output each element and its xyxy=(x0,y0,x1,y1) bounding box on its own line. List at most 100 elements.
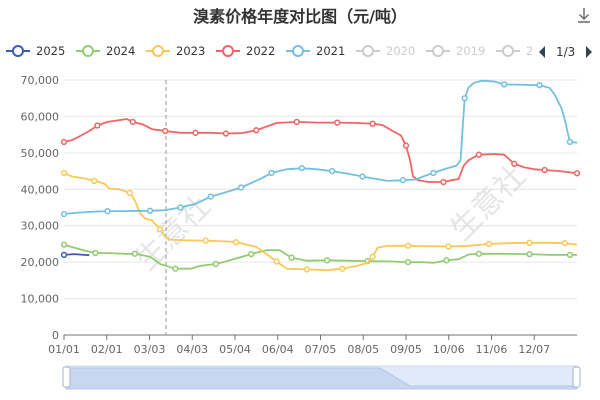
legend-marker xyxy=(152,45,164,57)
x-tick-label: 10/06 xyxy=(433,343,465,356)
data-point[interactable] xyxy=(461,95,468,102)
data-point[interactable] xyxy=(359,173,366,180)
data-point[interactable] xyxy=(561,240,569,247)
data-point[interactable] xyxy=(404,242,412,249)
data-point[interactable] xyxy=(222,130,230,137)
data-point[interactable] xyxy=(511,160,518,167)
legend-label: 2 xyxy=(526,44,533,58)
series-2023 xyxy=(60,169,578,273)
data-point[interactable] xyxy=(192,129,199,136)
data-point[interactable] xyxy=(156,226,164,233)
data-point[interactable] xyxy=(339,265,346,272)
download-icon[interactable] xyxy=(573,4,595,26)
legend-item-2023[interactable]: 2023 xyxy=(146,44,205,58)
legend-marker xyxy=(82,45,94,57)
data-point[interactable] xyxy=(369,253,376,260)
x-tick-label: 07/05 xyxy=(305,343,337,356)
data-point[interactable] xyxy=(500,81,508,88)
data-point[interactable] xyxy=(60,138,68,146)
data-point[interactable] xyxy=(526,239,533,246)
data-point[interactable] xyxy=(202,237,209,244)
data-point[interactable] xyxy=(131,250,138,257)
data-point[interactable] xyxy=(237,184,245,191)
chart-title: 溴素价格年度对比图（元/吨） xyxy=(193,7,407,26)
data-point[interactable] xyxy=(92,249,99,257)
data-point[interactable] xyxy=(172,265,179,272)
data-point[interactable] xyxy=(328,167,336,175)
x-tick-label: 12/07 xyxy=(518,343,550,356)
data-point[interactable] xyxy=(91,177,98,185)
data-point[interactable] xyxy=(369,120,376,127)
data-zoom-selection xyxy=(66,366,577,389)
data-point[interactable] xyxy=(268,169,275,177)
data-point[interactable] xyxy=(475,151,483,158)
x-tick-label: 09/05 xyxy=(390,343,422,356)
data-point[interactable] xyxy=(60,169,68,177)
data-point[interactable] xyxy=(146,207,154,214)
series-line-2024 xyxy=(63,243,577,270)
data-point[interactable] xyxy=(207,193,214,200)
data-zoom-handle-left[interactable] xyxy=(62,366,71,388)
data-point[interactable] xyxy=(177,204,184,211)
data-point[interactable] xyxy=(273,258,280,265)
data-point[interactable] xyxy=(443,257,450,264)
data-point[interactable] xyxy=(399,177,407,184)
data-point[interactable] xyxy=(60,251,68,259)
data-point[interactable] xyxy=(293,118,300,126)
legend-item-2[interactable]: 2 xyxy=(496,44,533,58)
data-point[interactable] xyxy=(573,170,581,177)
data-point[interactable] xyxy=(526,250,533,258)
x-tick-label: 04/03 xyxy=(176,343,208,356)
data-point[interactable] xyxy=(162,127,169,135)
data-point[interactable] xyxy=(288,254,295,261)
data-point[interactable] xyxy=(232,238,240,246)
legend: 2025 2024 2023 2022 2021 2020 2019 2 xyxy=(6,44,533,58)
y-tick-label: 0 xyxy=(52,329,59,342)
data-point[interactable] xyxy=(253,127,260,134)
data-point[interactable] xyxy=(248,250,255,258)
data-point[interactable] xyxy=(475,250,483,257)
legend-item-2025[interactable]: 2025 xyxy=(6,44,65,58)
y-tick-label: 10,000 xyxy=(21,293,60,306)
legend-prev-page-icon[interactable] xyxy=(539,46,545,58)
data-point[interactable] xyxy=(566,251,574,259)
data-point[interactable] xyxy=(404,258,412,266)
data-point[interactable] xyxy=(212,260,219,268)
x-tick-label: 05/04 xyxy=(219,343,251,356)
data-point[interactable] xyxy=(298,165,305,172)
data-point[interactable] xyxy=(440,178,447,186)
legend-item-2021[interactable]: 2021 xyxy=(286,44,345,58)
data-point[interactable] xyxy=(60,241,68,248)
series-line-2022 xyxy=(63,118,578,183)
data-point[interactable] xyxy=(303,266,310,273)
data-point[interactable] xyxy=(541,166,548,174)
legend-next-page-icon[interactable] xyxy=(586,46,592,58)
x-axis: 01/01 02/01 03/03 04/03 05/04 06/04 07/05 08/05… xyxy=(48,334,577,356)
data-point[interactable] xyxy=(126,189,133,197)
legend-item-2024[interactable]: 2024 xyxy=(76,44,135,58)
legend-marker xyxy=(292,45,304,57)
data-point[interactable] xyxy=(94,122,101,129)
legend-marker xyxy=(12,45,24,57)
watermark-left: 生意社 xyxy=(129,189,217,277)
data-point[interactable] xyxy=(129,118,136,126)
data-point[interactable] xyxy=(104,207,111,215)
data-point[interactable] xyxy=(445,243,452,250)
y-tick-label: 70,000 xyxy=(21,74,60,87)
y-tick-label: 50,000 xyxy=(21,147,60,160)
legend-item-2022[interactable]: 2022 xyxy=(216,44,275,58)
x-tick-label: 08/05 xyxy=(347,343,379,356)
data-zoom-handle-right[interactable] xyxy=(572,366,581,388)
data-point[interactable] xyxy=(323,257,331,264)
legend-item-2019[interactable]: 2019 xyxy=(426,44,485,58)
data-point[interactable] xyxy=(566,138,574,146)
legend-item-2020[interactable]: 2020 xyxy=(356,44,415,58)
y-tick-label: 20,000 xyxy=(21,256,60,269)
data-point[interactable] xyxy=(430,169,437,177)
data-point[interactable] xyxy=(536,81,543,89)
data-point[interactable] xyxy=(60,210,68,218)
data-point[interactable] xyxy=(334,119,341,126)
data-point[interactable] xyxy=(402,142,410,149)
data-point[interactable] xyxy=(485,240,493,248)
data-zoom-slider[interactable] xyxy=(62,365,581,390)
